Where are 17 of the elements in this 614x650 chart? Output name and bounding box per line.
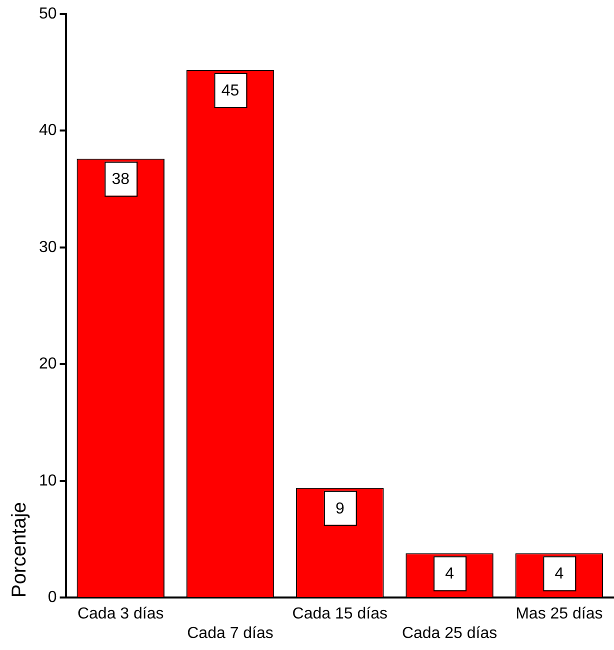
y-tick-label: 0 [48,589,57,606]
x-tick-label: Cada 15 días [292,606,388,623]
y-tick-label: 40 [39,122,57,140]
data-label: 45 [221,82,240,100]
data-label: 4 [554,566,564,583]
x-tick-label: Cada 3 días [77,606,164,623]
data-label: 4 [445,566,454,583]
x-tick-label: Cada 7 días [187,624,274,642]
y-tick-label: 10 [39,472,57,490]
y-tick-label: 20 [39,356,57,373]
x-tick-label: Mas 25 días [516,606,603,623]
data-label: 38 [112,171,130,188]
x-tick-label: Cada 25 días [402,624,498,642]
y-tick-label: 30 [39,238,57,256]
data-label: 9 [335,500,344,518]
y-axis-title: Porcentaje [8,502,31,598]
y-tick-label: 50 [39,5,57,22]
